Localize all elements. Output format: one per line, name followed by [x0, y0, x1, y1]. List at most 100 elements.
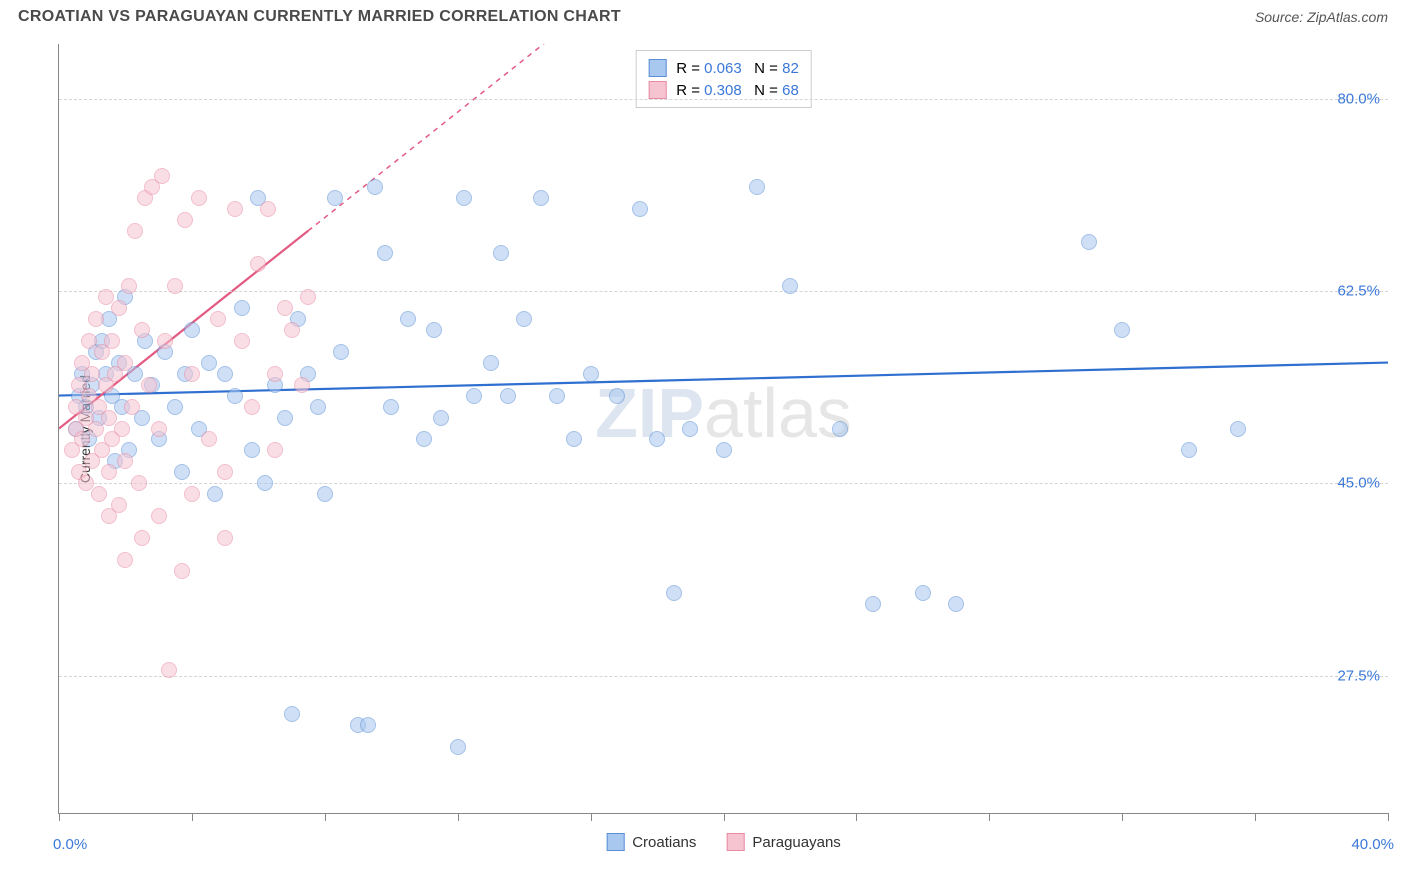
- data-point: [549, 388, 565, 404]
- data-point: [117, 355, 133, 371]
- data-point: [367, 179, 383, 195]
- x-tick: [1122, 813, 1123, 821]
- x-tick: [1388, 813, 1389, 821]
- data-point: [84, 366, 100, 382]
- y-tick-label: 27.5%: [1337, 667, 1380, 684]
- chart-container: ZIPatlas R = 0.063 N = 82 R = 0.308 N = …: [18, 44, 1388, 874]
- data-point: [1181, 442, 1197, 458]
- x-axis-min-label: 0.0%: [53, 836, 87, 853]
- data-point: [294, 377, 310, 393]
- data-point: [333, 344, 349, 360]
- data-point: [227, 201, 243, 217]
- data-point: [1114, 322, 1130, 338]
- data-point: [416, 431, 432, 447]
- data-point: [177, 212, 193, 228]
- legend-row: R = 0.308 N = 68: [648, 79, 799, 101]
- series-legend-item: Paraguayans: [726, 833, 840, 851]
- legend-row: R = 0.063 N = 82: [648, 57, 799, 79]
- data-point: [250, 256, 266, 272]
- data-point: [317, 486, 333, 502]
- data-point: [915, 585, 931, 601]
- data-point: [649, 431, 665, 447]
- grid-line: [59, 676, 1388, 677]
- data-point: [277, 410, 293, 426]
- data-point: [184, 486, 200, 502]
- data-point: [500, 388, 516, 404]
- data-point: [583, 366, 599, 382]
- data-point: [483, 355, 499, 371]
- data-point: [141, 377, 157, 393]
- trend-lines: [59, 44, 1388, 813]
- data-point: [666, 585, 682, 601]
- data-point: [466, 388, 482, 404]
- series-name: Paraguayans: [752, 834, 840, 851]
- data-point: [260, 201, 276, 217]
- data-point: [632, 201, 648, 217]
- x-tick: [458, 813, 459, 821]
- data-point: [217, 464, 233, 480]
- x-tick: [591, 813, 592, 821]
- chart-title: CROATIAN VS PARAGUAYAN CURRENTLY MARRIED…: [18, 8, 621, 26]
- data-point: [1230, 421, 1246, 437]
- data-point: [74, 431, 90, 447]
- data-point: [310, 399, 326, 415]
- legend-stat: R = 0.308 N = 68: [676, 82, 799, 99]
- source-label: Source: ZipAtlas.com: [1255, 9, 1388, 25]
- x-tick: [192, 813, 193, 821]
- x-tick: [325, 813, 326, 821]
- data-point: [201, 355, 217, 371]
- data-point: [210, 311, 226, 327]
- data-point: [566, 431, 582, 447]
- data-point: [244, 442, 260, 458]
- data-point: [400, 311, 416, 327]
- watermark-light: atlas: [704, 374, 852, 452]
- data-point: [516, 311, 532, 327]
- data-point: [134, 530, 150, 546]
- x-tick: [59, 813, 60, 821]
- data-point: [284, 322, 300, 338]
- data-point: [716, 442, 732, 458]
- legend-swatch: [726, 833, 744, 851]
- data-point: [117, 552, 133, 568]
- data-point: [104, 333, 120, 349]
- data-point: [327, 190, 343, 206]
- data-point: [134, 322, 150, 338]
- data-point: [277, 300, 293, 316]
- data-point: [184, 366, 200, 382]
- data-point: [360, 717, 376, 733]
- data-point: [456, 190, 472, 206]
- data-point: [1081, 234, 1097, 250]
- data-point: [81, 333, 97, 349]
- data-point: [124, 399, 140, 415]
- data-point: [91, 486, 107, 502]
- x-axis-max-label: 40.0%: [1351, 836, 1394, 853]
- data-point: [234, 300, 250, 316]
- data-point: [191, 190, 207, 206]
- data-point: [88, 421, 104, 437]
- data-point: [267, 366, 283, 382]
- data-point: [284, 706, 300, 722]
- data-point: [782, 278, 798, 294]
- data-point: [450, 739, 466, 755]
- data-point: [88, 311, 104, 327]
- data-point: [227, 388, 243, 404]
- x-tick: [724, 813, 725, 821]
- data-point: [865, 596, 881, 612]
- data-point: [493, 245, 509, 261]
- data-point: [234, 333, 250, 349]
- data-point: [78, 475, 94, 491]
- data-point: [111, 300, 127, 316]
- data-point: [383, 399, 399, 415]
- data-point: [184, 322, 200, 338]
- data-point: [948, 596, 964, 612]
- data-point: [101, 508, 117, 524]
- legend-stat: R = 0.063 N = 82: [676, 60, 799, 77]
- data-point: [117, 453, 133, 469]
- data-point: [257, 475, 273, 491]
- data-point: [101, 464, 117, 480]
- data-point: [154, 168, 170, 184]
- data-point: [609, 388, 625, 404]
- data-point: [157, 333, 173, 349]
- data-point: [174, 464, 190, 480]
- series-legend-item: Croatians: [606, 833, 696, 851]
